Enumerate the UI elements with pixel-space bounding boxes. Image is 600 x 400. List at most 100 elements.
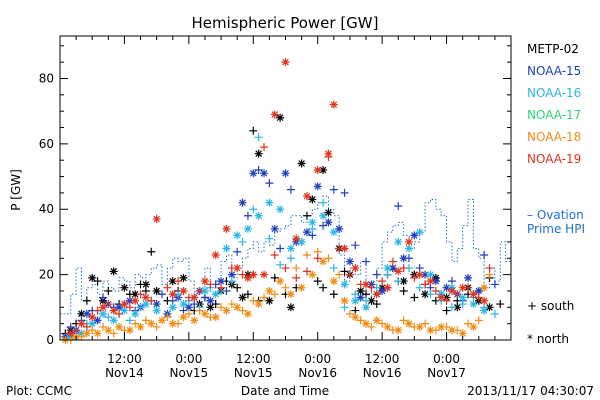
south-point <box>421 280 430 289</box>
north-point <box>404 244 413 253</box>
series-noaa-19 <box>66 58 494 338</box>
x-tick-label-time: 12:00 <box>365 352 400 366</box>
south-point <box>195 286 204 295</box>
south-point <box>93 306 102 315</box>
north-point <box>276 277 285 286</box>
south-point <box>211 300 220 309</box>
north-point <box>158 316 167 325</box>
south-point <box>319 283 328 292</box>
north-point <box>394 237 403 246</box>
north-point <box>383 283 392 292</box>
north-point <box>141 293 150 302</box>
north-point <box>319 166 328 175</box>
axes: 02040608012:00Nov140:00Nov1512:00Nov150:… <box>39 35 512 380</box>
north-point <box>437 293 446 302</box>
north-point <box>485 303 494 312</box>
north-point <box>437 322 446 331</box>
north-point <box>469 300 478 309</box>
north-point <box>286 290 295 299</box>
south-point <box>340 188 349 197</box>
series-noaa-15 <box>61 166 499 341</box>
south-point <box>388 257 397 266</box>
north-point <box>394 326 403 335</box>
x-tick-label-date: Nov15 <box>170 366 209 380</box>
north-point <box>286 244 295 253</box>
north-point <box>217 277 226 286</box>
north-point <box>458 283 467 292</box>
north-point <box>335 224 344 233</box>
north-point <box>104 326 113 335</box>
north-point <box>200 286 209 295</box>
north-point <box>313 166 322 175</box>
north-point <box>383 322 392 331</box>
north-point <box>179 286 188 295</box>
south-point <box>260 143 269 152</box>
north-point <box>179 313 188 322</box>
x-tick-label-time: 0:00 <box>175 352 202 366</box>
north-point <box>168 290 177 299</box>
south-point <box>431 286 440 295</box>
ovation-line <box>60 195 512 315</box>
north-point <box>313 182 322 191</box>
north-point <box>329 277 338 286</box>
north-point <box>227 270 236 279</box>
north-point <box>276 205 285 214</box>
south-point <box>335 270 344 279</box>
legend-item-noaa-17: NOAA-17 <box>527 108 581 122</box>
north-point <box>388 264 397 273</box>
south-point <box>302 267 311 276</box>
south-point <box>227 300 236 309</box>
south-point <box>238 270 247 279</box>
north-point <box>168 277 177 286</box>
south-point <box>104 286 113 295</box>
south-point <box>372 270 381 279</box>
south-point <box>243 211 252 220</box>
south-point <box>286 254 295 263</box>
series-noaa-16 <box>66 133 499 341</box>
north-point <box>431 277 440 286</box>
south-point <box>313 277 322 286</box>
north-point <box>480 296 489 305</box>
north-point <box>319 211 328 220</box>
north-point <box>125 296 134 305</box>
north-point <box>276 113 285 122</box>
north-point <box>168 303 177 312</box>
north-point <box>152 215 161 224</box>
south-point <box>249 126 258 135</box>
north-point <box>421 290 430 299</box>
south-point <box>249 296 258 305</box>
north-point <box>131 296 140 305</box>
north-point <box>415 270 424 279</box>
north-point <box>190 316 199 325</box>
north-point <box>179 300 188 309</box>
south-point <box>270 290 279 299</box>
north-point <box>147 319 156 328</box>
south-point <box>174 277 183 286</box>
north-point <box>308 270 317 279</box>
north-point <box>211 313 220 322</box>
south-point <box>163 283 172 292</box>
north-point <box>66 329 75 338</box>
chart-title: Hemispheric Power [GW] <box>192 14 379 32</box>
north-point <box>243 224 252 233</box>
north-point <box>254 149 263 158</box>
south-point <box>147 247 156 256</box>
legend-item-noaa-15: NOAA-15 <box>527 64 581 78</box>
north-point <box>297 159 306 168</box>
south-point <box>88 326 97 335</box>
north-point <box>200 309 209 318</box>
south-point <box>238 237 247 246</box>
north-point <box>372 290 381 299</box>
y-tick-label: 40 <box>39 202 54 216</box>
south-point <box>254 133 263 142</box>
north-point <box>243 273 252 282</box>
south-point <box>329 264 338 273</box>
south-point <box>206 280 215 289</box>
north-point <box>345 257 354 266</box>
north-point <box>474 286 483 295</box>
north-point <box>254 300 263 309</box>
x-tick-label-date: Nov16 <box>363 366 402 380</box>
south-point <box>313 254 322 263</box>
south-point <box>415 283 424 292</box>
legend-item-noaa-18: NOAA-18 <box>527 130 581 144</box>
